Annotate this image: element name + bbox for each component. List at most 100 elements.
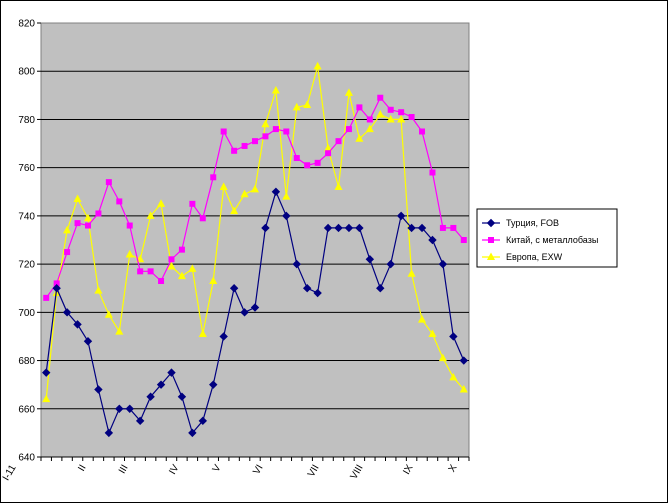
data-point xyxy=(356,104,363,111)
series-1 xyxy=(43,94,467,301)
data-point xyxy=(292,102,301,111)
data-point xyxy=(376,284,385,293)
data-point xyxy=(116,198,123,205)
data-point xyxy=(115,327,124,335)
data-point xyxy=(231,147,238,154)
data-point xyxy=(73,320,82,329)
x-axis-ticks: I-11 II III IV V VI VII VIII IX X xyxy=(1,456,470,483)
data-point xyxy=(282,192,291,200)
y-tick-label: 680 xyxy=(18,356,35,367)
legend-item: Турция, FOB xyxy=(482,218,559,228)
data-point xyxy=(313,288,322,298)
data-point xyxy=(271,187,281,196)
data-point xyxy=(250,184,260,193)
data-point xyxy=(345,126,352,133)
data-point xyxy=(323,223,333,233)
data-point xyxy=(230,206,239,215)
data-point xyxy=(241,142,248,149)
data-point xyxy=(146,392,155,401)
data-point xyxy=(115,404,124,413)
data-point xyxy=(105,179,112,186)
gridlines xyxy=(41,70,469,410)
data-point xyxy=(125,404,134,413)
data-point xyxy=(486,252,496,260)
data-point xyxy=(156,380,166,389)
data-point xyxy=(486,218,496,228)
data-point xyxy=(429,169,436,176)
data-point xyxy=(407,223,416,233)
data-point xyxy=(355,223,364,233)
data-point xyxy=(488,237,494,243)
data-point xyxy=(334,223,343,233)
y-tick-label: 640 xyxy=(18,453,35,464)
x-tick-label: II xyxy=(76,463,88,473)
data-point xyxy=(209,380,218,389)
series-0 xyxy=(42,187,468,438)
legend-label: Турция, FOB xyxy=(506,218,559,228)
data-point xyxy=(335,138,342,145)
plot-area xyxy=(40,22,470,458)
data-point xyxy=(408,114,415,121)
data-point xyxy=(313,61,322,70)
data-point xyxy=(126,222,133,229)
y-tick-label: 720 xyxy=(18,260,35,271)
data-point xyxy=(229,284,239,293)
data-point xyxy=(366,116,373,123)
data-point xyxy=(398,109,405,116)
data-point xyxy=(188,428,197,438)
data-point xyxy=(199,215,206,222)
data-point xyxy=(64,249,71,256)
data-point xyxy=(365,255,375,264)
data-point xyxy=(188,264,197,272)
y-tick-label: 820 xyxy=(18,19,35,30)
data-point xyxy=(74,220,81,227)
data-point xyxy=(157,199,166,207)
data-point xyxy=(167,368,176,377)
data-point xyxy=(450,224,457,231)
data-point xyxy=(417,315,427,323)
data-point xyxy=(261,223,270,233)
series-2 xyxy=(42,61,468,403)
data-point xyxy=(219,182,228,190)
data-point xyxy=(42,394,51,403)
data-point xyxy=(178,246,185,253)
data-point xyxy=(219,332,228,341)
y-tick-label: 780 xyxy=(18,115,35,126)
data-point xyxy=(198,416,208,426)
data-point xyxy=(83,337,93,346)
data-point xyxy=(334,182,343,190)
data-point xyxy=(271,85,280,94)
data-point xyxy=(272,126,279,133)
data-point xyxy=(158,277,165,284)
data-point xyxy=(303,100,312,108)
y-tick-label: 800 xyxy=(18,67,35,78)
data-point xyxy=(63,225,72,234)
data-point xyxy=(428,235,437,245)
data-point xyxy=(189,200,196,207)
data-point xyxy=(386,114,395,123)
data-point xyxy=(167,261,176,270)
data-point xyxy=(355,134,364,142)
data-point xyxy=(177,271,186,280)
data-point xyxy=(459,384,468,393)
data-point xyxy=(198,329,207,338)
data-point xyxy=(240,189,249,198)
x-tick-label: V xyxy=(211,463,224,475)
data-point xyxy=(438,353,447,362)
data-point xyxy=(42,368,51,377)
x-tick-label: VII xyxy=(306,463,322,479)
data-point xyxy=(210,174,217,181)
data-point xyxy=(94,385,103,394)
data-point xyxy=(397,114,406,123)
legend-label: Китай, с металлобазы xyxy=(506,235,598,245)
legend-box xyxy=(476,208,618,268)
x-tick-label: IV xyxy=(167,463,181,477)
data-point xyxy=(449,372,458,381)
y-tick-label: 760 xyxy=(18,163,35,174)
x-tick-label: VI xyxy=(251,463,265,477)
data-point xyxy=(344,88,353,96)
data-point xyxy=(240,308,249,317)
data-point xyxy=(125,249,134,258)
